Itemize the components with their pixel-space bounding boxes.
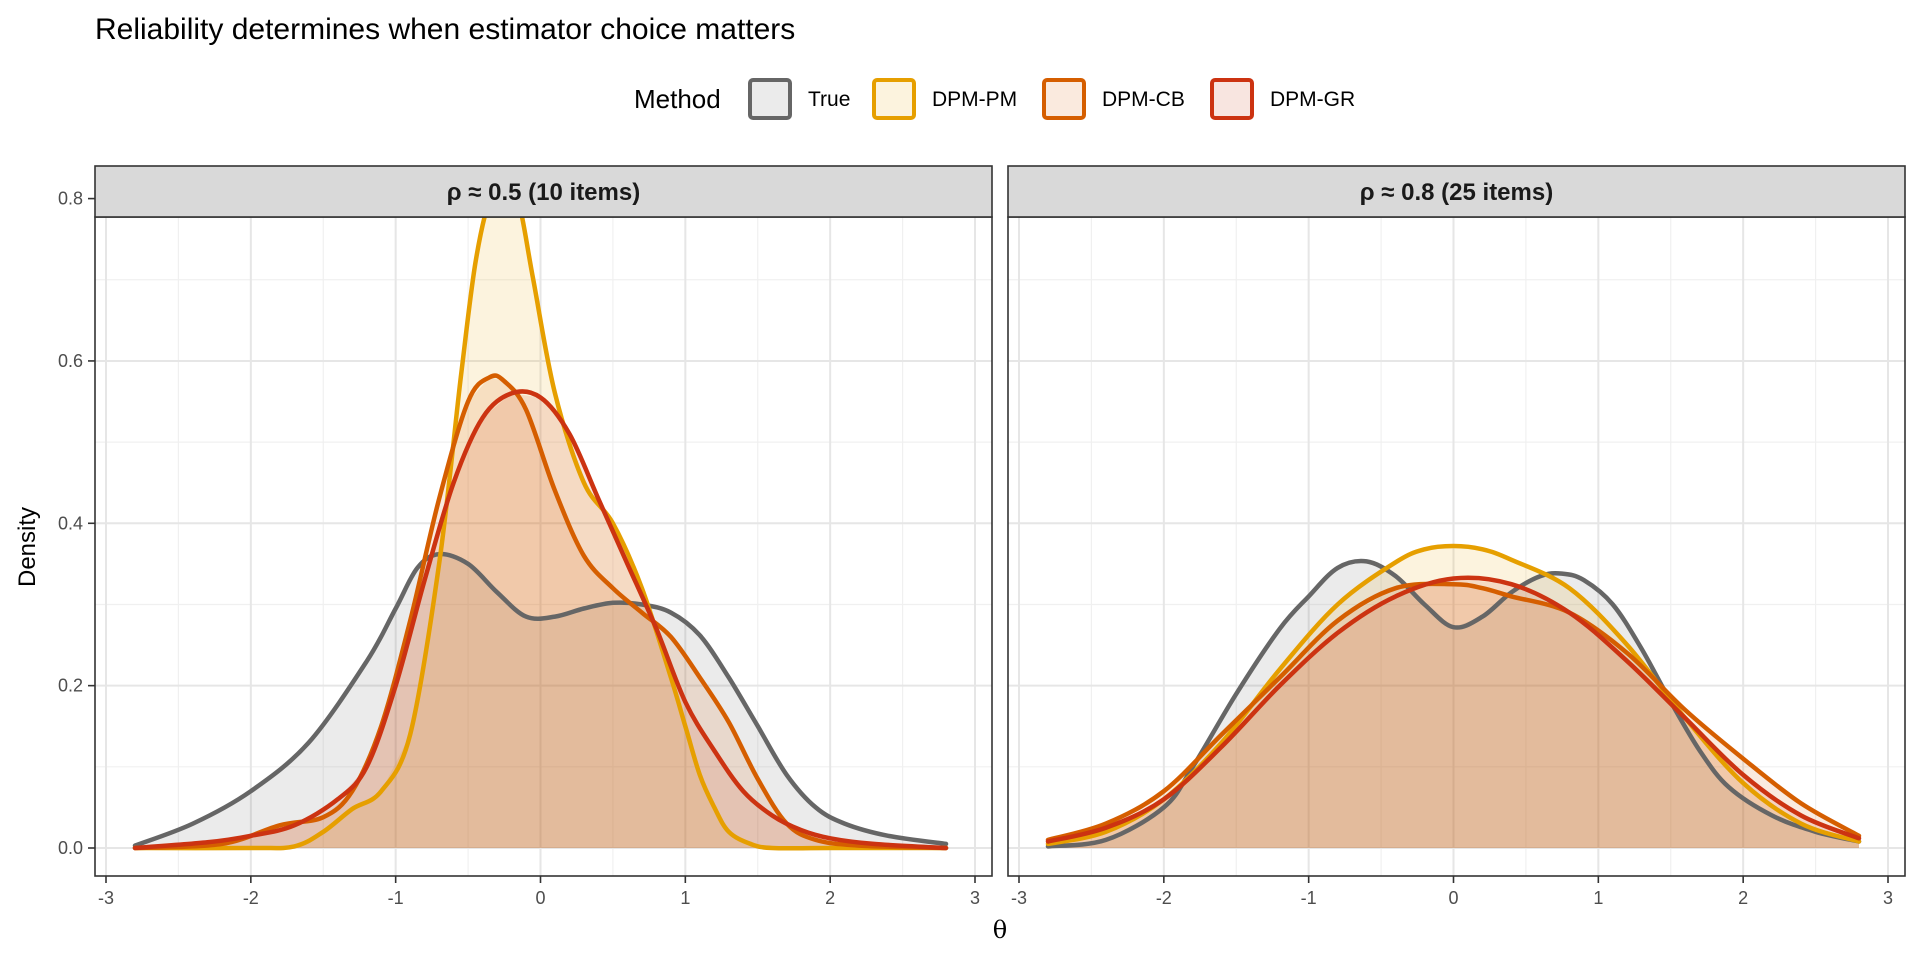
series-group xyxy=(1045,543,1862,849)
x-tick-label: -1 xyxy=(388,888,404,908)
strip-background xyxy=(1007,165,1906,218)
area-fill-dpm-cb xyxy=(1048,584,1859,848)
y-tick-label: 0.6 xyxy=(58,351,83,371)
y-tick-label: 0.8 xyxy=(58,189,83,209)
legend-key-dpm-pm xyxy=(872,78,916,120)
area-fill-true xyxy=(135,554,946,848)
x-tick-label: 0 xyxy=(1448,888,1458,908)
chart-title: Reliability determines when estimator ch… xyxy=(95,13,795,46)
panel-2: ρ ≈ 0.8 (25 items) -3 -2 -1 0 1 2 3 xyxy=(1007,165,1906,908)
x-tick-label: 1 xyxy=(680,888,690,908)
x-tick-label: 3 xyxy=(970,888,980,908)
y-tick-label: 0.4 xyxy=(58,513,83,533)
x-tick-label: 1 xyxy=(1593,888,1603,908)
area-fill-dpm-gr xyxy=(1048,578,1859,848)
x-tick-label: -2 xyxy=(243,888,259,908)
legend-key-dpm-cb xyxy=(1042,78,1086,120)
x-tick-label: 0 xyxy=(535,888,545,908)
legend-item-true: True xyxy=(748,78,850,120)
legend-title: Method xyxy=(634,84,721,114)
x-tick-label: 2 xyxy=(825,888,835,908)
legend-key-dpm-gr xyxy=(1210,78,1254,120)
density-line-dpm-cb xyxy=(132,373,949,851)
legend-item-dpm-cb: DPM-CB xyxy=(1042,78,1185,120)
strip-background xyxy=(94,165,993,218)
area-fill-true xyxy=(1048,561,1859,848)
legend-item-dpm-pm: DPM-PM xyxy=(872,78,1017,120)
strip-label: ρ ≈ 0.5 (10 items) xyxy=(447,179,640,206)
x-tick-label: -1 xyxy=(1301,888,1317,908)
x-tick-label: 3 xyxy=(1883,888,1893,908)
density-line-dpm-gr xyxy=(132,389,949,851)
density-line-dpm-pm xyxy=(132,217,949,851)
legend-key-true xyxy=(748,78,792,120)
legend-label-true: True xyxy=(808,88,850,111)
legend-item-dpm-gr: DPM-GR xyxy=(1210,78,1355,120)
x-tick-label: -3 xyxy=(98,888,114,908)
legend-label-dpm-pm: DPM-PM xyxy=(932,88,1017,111)
density-line-dpm-cb xyxy=(1045,581,1862,843)
y-axis-title: Density xyxy=(14,507,41,587)
area-fill-dpm-pm xyxy=(1048,546,1859,848)
density-line-true xyxy=(132,551,949,848)
density-line-dpm-gr xyxy=(1045,575,1862,844)
y-tick-label: 0.2 xyxy=(58,676,83,696)
x-axis-title: θ xyxy=(993,916,1007,944)
x-tick-label: -3 xyxy=(1011,888,1027,908)
panel-1: ρ ≈ 0.5 (10 items) -3 -2 -1 0 1 2 3 0.0 0.2 0.4 0.6… xyxy=(58,165,993,908)
area-fill-dpm-cb xyxy=(135,377,946,848)
y-tick-label: 0.0 xyxy=(58,838,83,858)
series-group xyxy=(132,217,949,851)
area-fill-dpm-pm xyxy=(135,217,946,848)
legend: Method True DPM-PM DPM-CB DPM-GR xyxy=(634,78,1355,120)
density-line-true xyxy=(1045,558,1862,849)
panels: ρ ≈ 0.5 (10 items) -3 -2 -1 0 1 2 3 0.0 0.2 0.4 0.6… xyxy=(58,165,1906,908)
legend-label-dpm-cb: DPM-CB xyxy=(1102,88,1185,111)
x-tick-label: 2 xyxy=(1738,888,1748,908)
x-tick-label: -2 xyxy=(1156,888,1172,908)
legend-label-dpm-gr: DPM-GR xyxy=(1270,88,1355,111)
strip-label: ρ ≈ 0.8 (25 items) xyxy=(1360,179,1553,206)
